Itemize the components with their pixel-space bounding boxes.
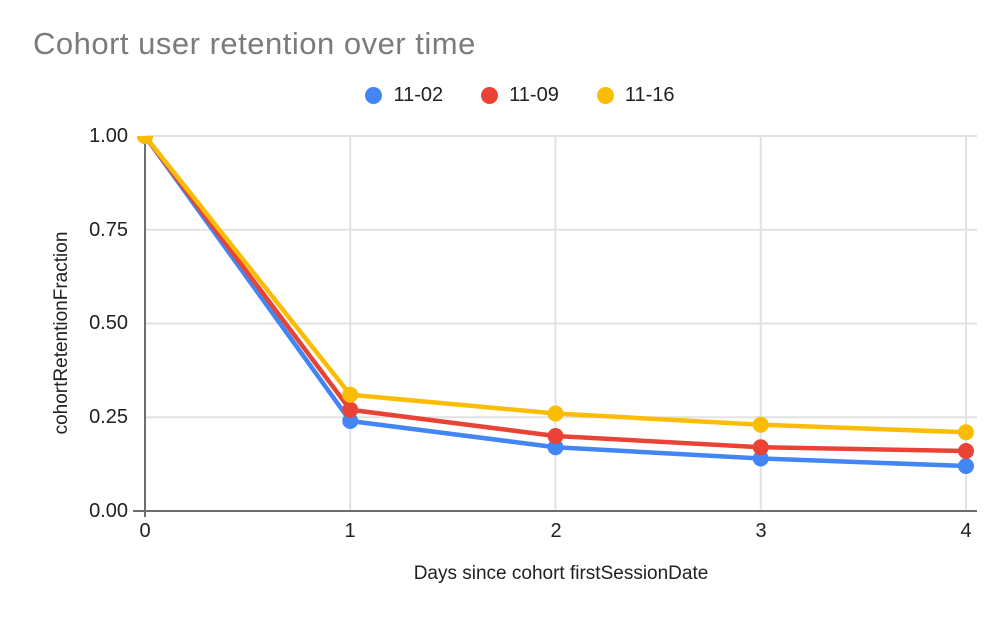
x-axis-title: Days since cohort firstSessionDate <box>413 563 709 584</box>
legend: 11-02 11-09 11-16 <box>0 84 1008 107</box>
legend-label: 11-16 <box>624 84 675 106</box>
legend-label: 11-09 <box>509 84 559 106</box>
y-tick-label: 0.25 <box>89 406 128 428</box>
x-tick-label: 2 <box>550 520 562 542</box>
y-tick-label: 0.50 <box>89 312 128 334</box>
y-tick-label: 0.75 <box>89 219 128 241</box>
y-axis-title: cohortRetentionFraction <box>51 231 72 435</box>
legend-item-11-02: 11-02 <box>365 84 443 107</box>
legend-label: 11-02 <box>393 84 444 106</box>
x-tick-label: 1 <box>344 520 356 542</box>
legend-marker-icon <box>365 87 383 104</box>
chart-title: Cohort user retention over time <box>33 26 476 61</box>
legend-marker-icon <box>481 87 499 104</box>
y-tick-label: 1.00 <box>89 125 128 147</box>
y-tick-label: 0.00 <box>89 500 128 522</box>
x-tick-label: 4 <box>960 520 972 542</box>
legend-marker-icon <box>596 87 614 104</box>
legend-item-11-09: 11-09 <box>481 84 559 107</box>
x-tick-label: 0 <box>139 520 151 542</box>
x-tick-label: 3 <box>755 520 767 542</box>
legend-item-11-16: 11-16 <box>596 84 675 107</box>
